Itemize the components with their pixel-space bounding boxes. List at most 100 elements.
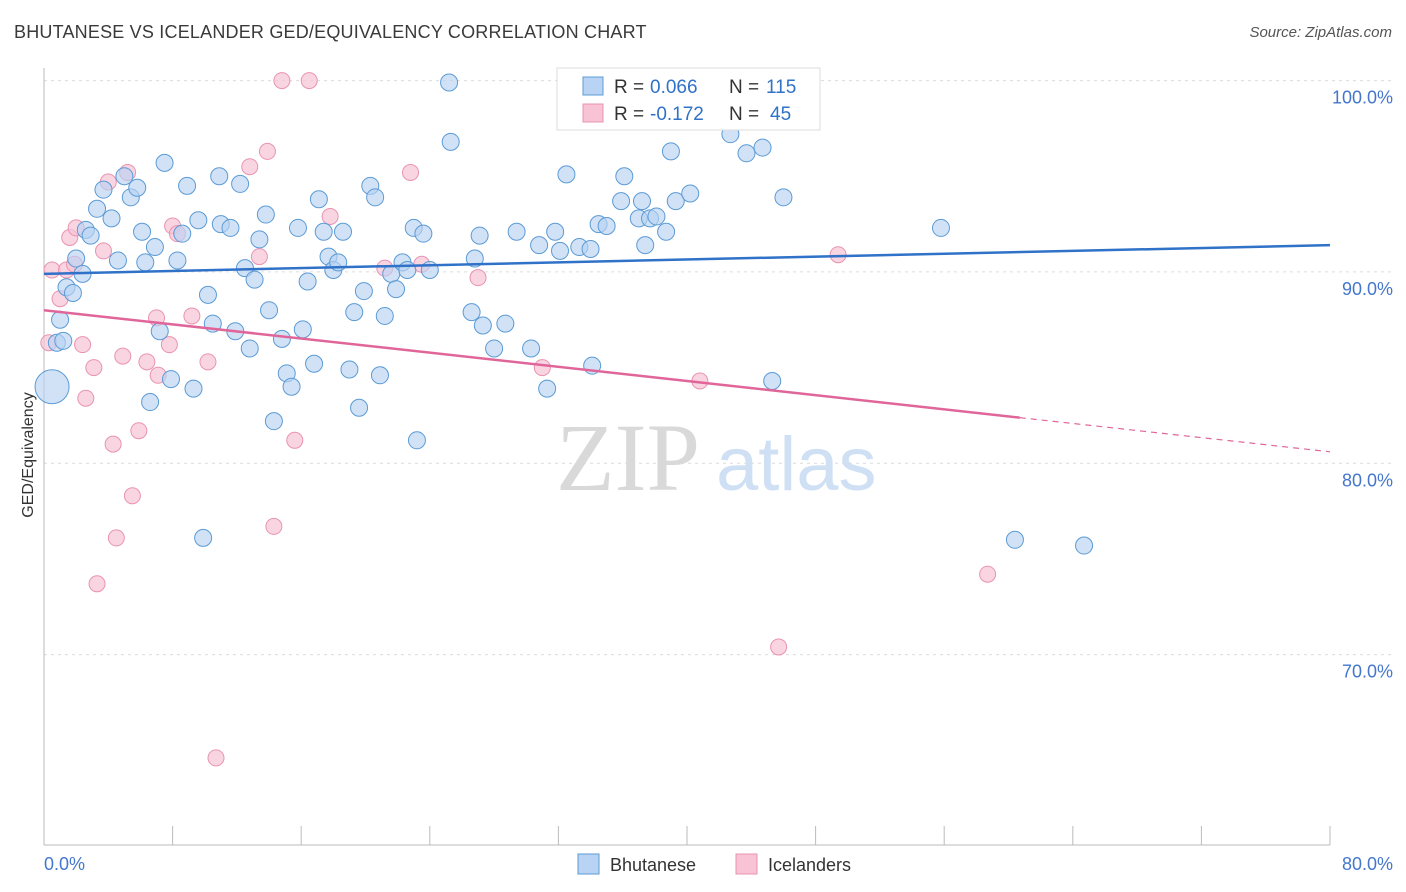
bhutanese-point	[522, 339, 541, 358]
bhutanese-point	[557, 165, 576, 184]
legend-icelanders-label: Icelanders	[768, 855, 851, 875]
icelanders-point	[114, 347, 132, 365]
legend-r-value-1: 0.066	[650, 77, 698, 98]
bhutanese-point	[67, 249, 86, 268]
bhutanese-point	[551, 241, 570, 260]
bhutanese-point	[441, 132, 460, 151]
icelanders-point	[43, 261, 61, 279]
bhutanese-point	[145, 238, 164, 257]
icelanders-point	[160, 336, 178, 354]
bhutanese-point	[581, 239, 600, 258]
watermark-zip: ZIP	[556, 404, 700, 511]
bhutanese-point	[345, 303, 364, 322]
bhutanese-point	[333, 222, 352, 241]
bhutanese-point	[470, 226, 489, 245]
bhutanese-point	[184, 379, 203, 398]
y-tick-label: 70.0%	[1342, 662, 1393, 682]
icelanders-point	[258, 142, 276, 160]
bhutanese-point	[63, 283, 82, 302]
y-axis-title: GED/Equivalency	[20, 392, 37, 517]
bhutanese-point	[597, 217, 616, 236]
legend-r-label-1: R =	[614, 77, 644, 98]
watermark-atlas: atlas	[716, 422, 877, 507]
bhutanese-point	[309, 190, 328, 209]
stats-legend: R = 0.066 N = 115 R = -0.172 N = 45	[556, 67, 821, 131]
bhutanese-point	[1005, 530, 1024, 549]
bhutanese-point	[128, 178, 147, 197]
legend-swatch-blue	[582, 76, 604, 96]
bhutanese-point	[350, 398, 369, 417]
icelanders-point	[300, 72, 318, 90]
bhutanese-point	[198, 285, 217, 304]
bhutanese-point	[108, 251, 127, 270]
bhutanese-point	[931, 218, 950, 237]
icelanders-point	[77, 389, 95, 407]
bhutanese-point	[264, 412, 283, 431]
y-tick-labels: 70.0% 80.0% 90.0% 100.0%	[1332, 88, 1393, 682]
bhutanese-point	[136, 253, 155, 272]
bhutanese-point	[94, 180, 113, 199]
icelanders-point	[104, 435, 122, 453]
bhutanese-point	[194, 528, 213, 547]
bhutanese-point	[245, 270, 264, 289]
bhutanese-point	[354, 282, 373, 301]
icelanders-point	[321, 207, 339, 225]
bhutanese-point	[288, 218, 307, 237]
bhutanese-point	[88, 199, 107, 218]
source-label: Source: ZipAtlas.com	[1249, 24, 1392, 41]
icelanders-point	[241, 158, 259, 176]
bhutanese-point	[753, 138, 772, 157]
bhutanese-point	[612, 192, 631, 211]
bhutanese-point	[178, 176, 197, 195]
bhutanese-point	[657, 222, 676, 241]
bhutanese-point	[150, 322, 169, 341]
icelanders-point	[199, 353, 217, 371]
y-tick-label: 80.0%	[1342, 470, 1393, 490]
bhutanese-point	[260, 301, 279, 320]
bhutanese-point	[314, 222, 333, 241]
icelanders-point	[74, 336, 92, 354]
bhutanese-point	[763, 371, 782, 390]
icelanders-point	[286, 431, 304, 449]
bhutanese-point	[1075, 536, 1094, 555]
series-icelanders	[40, 72, 997, 767]
bhutanese-point	[173, 224, 192, 243]
icelanders-point	[829, 246, 847, 264]
bhutanese-trend-line	[43, 243, 1331, 276]
bhutanese-point	[282, 377, 301, 396]
bhutanese-point	[305, 354, 324, 373]
bhutanese-point	[774, 188, 793, 207]
icelanders-point	[207, 749, 225, 767]
bhutanese-point	[54, 331, 73, 350]
icelanders-point	[107, 529, 125, 547]
icelanders-point	[250, 248, 268, 266]
icelanders-point	[123, 487, 141, 505]
bhutanese-point	[473, 316, 492, 335]
bhutanese-point	[298, 272, 317, 291]
bhutanese-point	[340, 360, 359, 379]
bhutanese-point	[81, 226, 100, 245]
icelanders-point	[273, 72, 291, 90]
legend-bhutanese-swatch	[577, 853, 600, 875]
legend-n-label-1: N =	[729, 77, 759, 98]
bhutanese-point	[168, 251, 187, 270]
bhutanese-point	[370, 366, 389, 385]
bhutanese-point	[661, 142, 680, 161]
bhutanese-point	[737, 144, 756, 163]
x-tick-label-max: 80.0%	[1342, 854, 1393, 874]
icelanders-point	[770, 638, 788, 656]
bhutanese-point	[210, 167, 229, 186]
bhutanese-point	[666, 192, 685, 211]
bhutanese-point	[141, 393, 160, 412]
bhutanese-point	[414, 224, 433, 243]
bhutanese-point	[240, 339, 259, 358]
bhutanese-point	[440, 73, 459, 92]
icelanders-point	[88, 575, 106, 593]
bhutanese-point	[387, 280, 406, 299]
series-legend: Bhutanese Icelanders	[577, 853, 851, 875]
y-tick-label: 100.0%	[1332, 88, 1393, 108]
bhutanese-point	[538, 379, 557, 398]
icelanders-trend-line	[43, 308, 1020, 419]
bhutanese-point	[615, 167, 634, 186]
icelanders-point	[138, 353, 156, 371]
